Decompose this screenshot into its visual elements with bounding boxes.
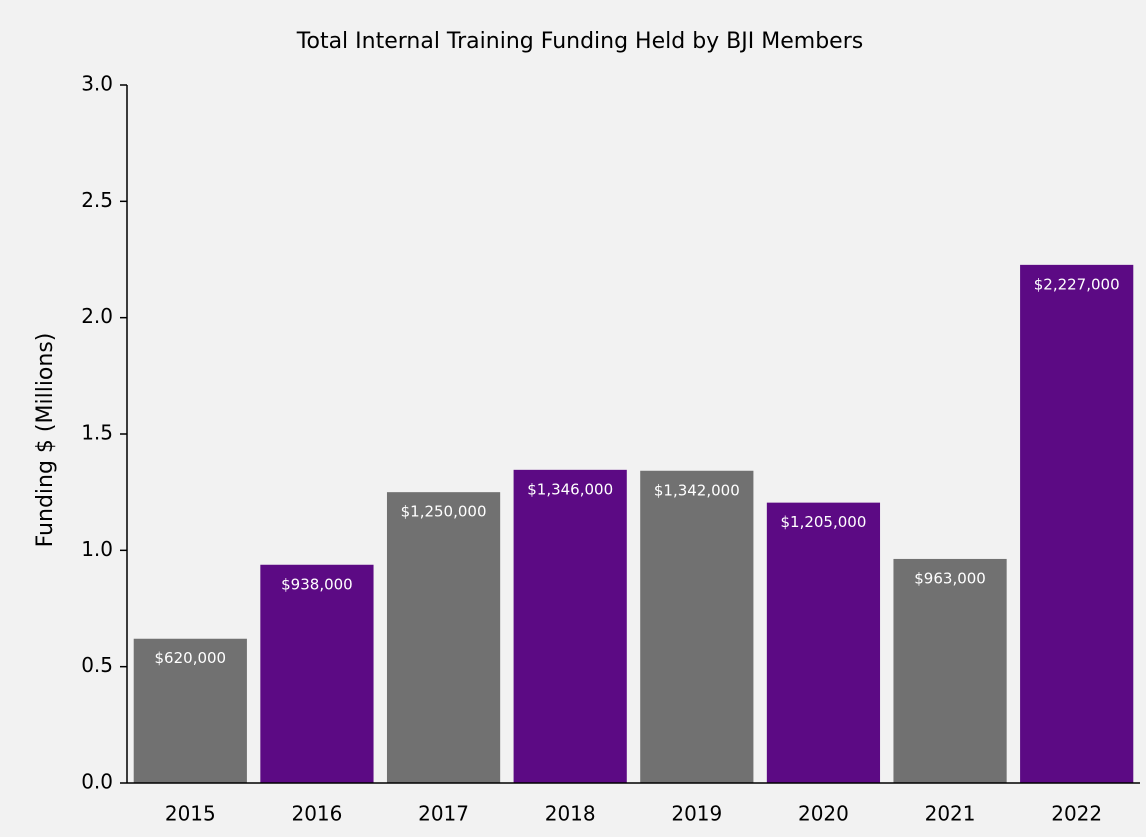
bar — [133, 638, 247, 783]
chart-title: Total Internal Training Funding Held by … — [296, 29, 863, 54]
x-tick-label: 2022 — [1051, 802, 1102, 826]
y-axis-label: Funding $ (Millions) — [33, 333, 58, 548]
y-tick-label: 1.5 — [81, 421, 113, 445]
value-label: $620,000 — [155, 649, 227, 667]
value-label: $1,346,000 — [527, 480, 613, 498]
x-tick-label: 2017 — [418, 802, 469, 826]
bar — [640, 470, 754, 783]
y-tick-label: 0.0 — [81, 770, 113, 794]
x-tick-label: 2019 — [671, 802, 722, 826]
bar — [893, 558, 1007, 783]
bar — [513, 469, 627, 783]
bar — [386, 492, 501, 783]
x-tick-label: 2021 — [925, 802, 976, 826]
y-tick-label: 2.0 — [81, 304, 113, 328]
x-tick-label: 2016 — [291, 802, 342, 826]
y-tick-label: 3.0 — [81, 72, 113, 96]
value-label: $938,000 — [281, 575, 353, 593]
bar — [260, 564, 374, 783]
value-label: $1,205,000 — [780, 513, 866, 531]
value-label: $1,250,000 — [401, 503, 487, 521]
x-tick-label: 2018 — [545, 802, 596, 826]
value-label: $963,000 — [914, 569, 986, 587]
value-label: $1,342,000 — [654, 481, 740, 499]
x-tick-label: 2015 — [165, 802, 216, 826]
y-tick-label: 0.5 — [81, 653, 113, 677]
x-tick-label: 2020 — [798, 802, 849, 826]
bar — [766, 502, 881, 783]
y-tick-label: 1.0 — [81, 537, 113, 561]
value-label: $2,227,000 — [1034, 275, 1120, 293]
bar — [1020, 264, 1134, 783]
y-tick-label: 2.5 — [81, 188, 113, 212]
